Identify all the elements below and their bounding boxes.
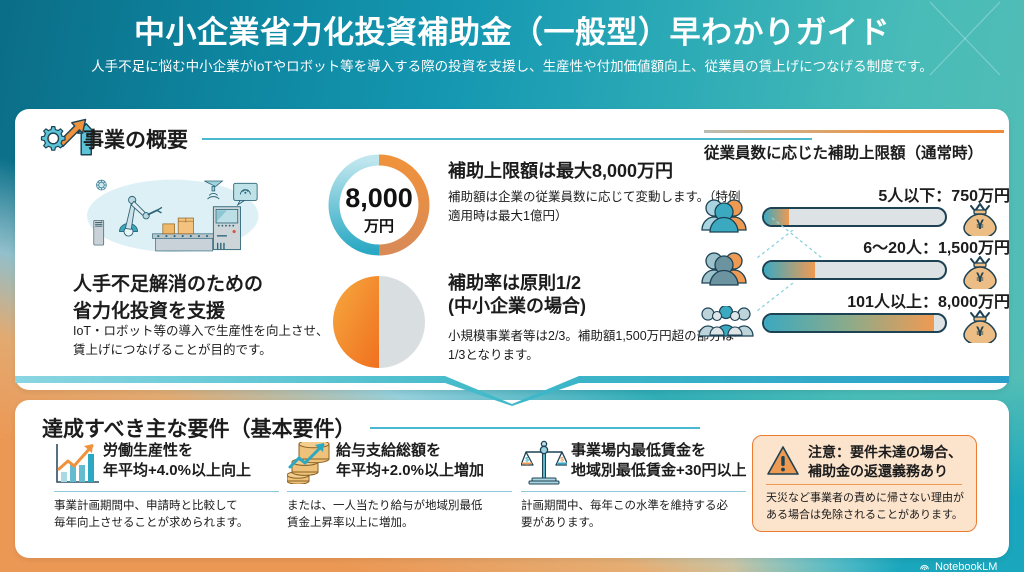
svg-text:8,000: 8,000 <box>345 183 413 213</box>
svg-text:¥: ¥ <box>976 323 984 339</box>
svg-text:万円: 万円 <box>363 218 394 235</box>
svg-text:$: $ <box>560 457 564 464</box>
svg-text:$: $ <box>525 457 529 464</box>
svg-text:¥: ¥ <box>976 216 984 232</box>
svg-text:¥: ¥ <box>976 269 984 285</box>
